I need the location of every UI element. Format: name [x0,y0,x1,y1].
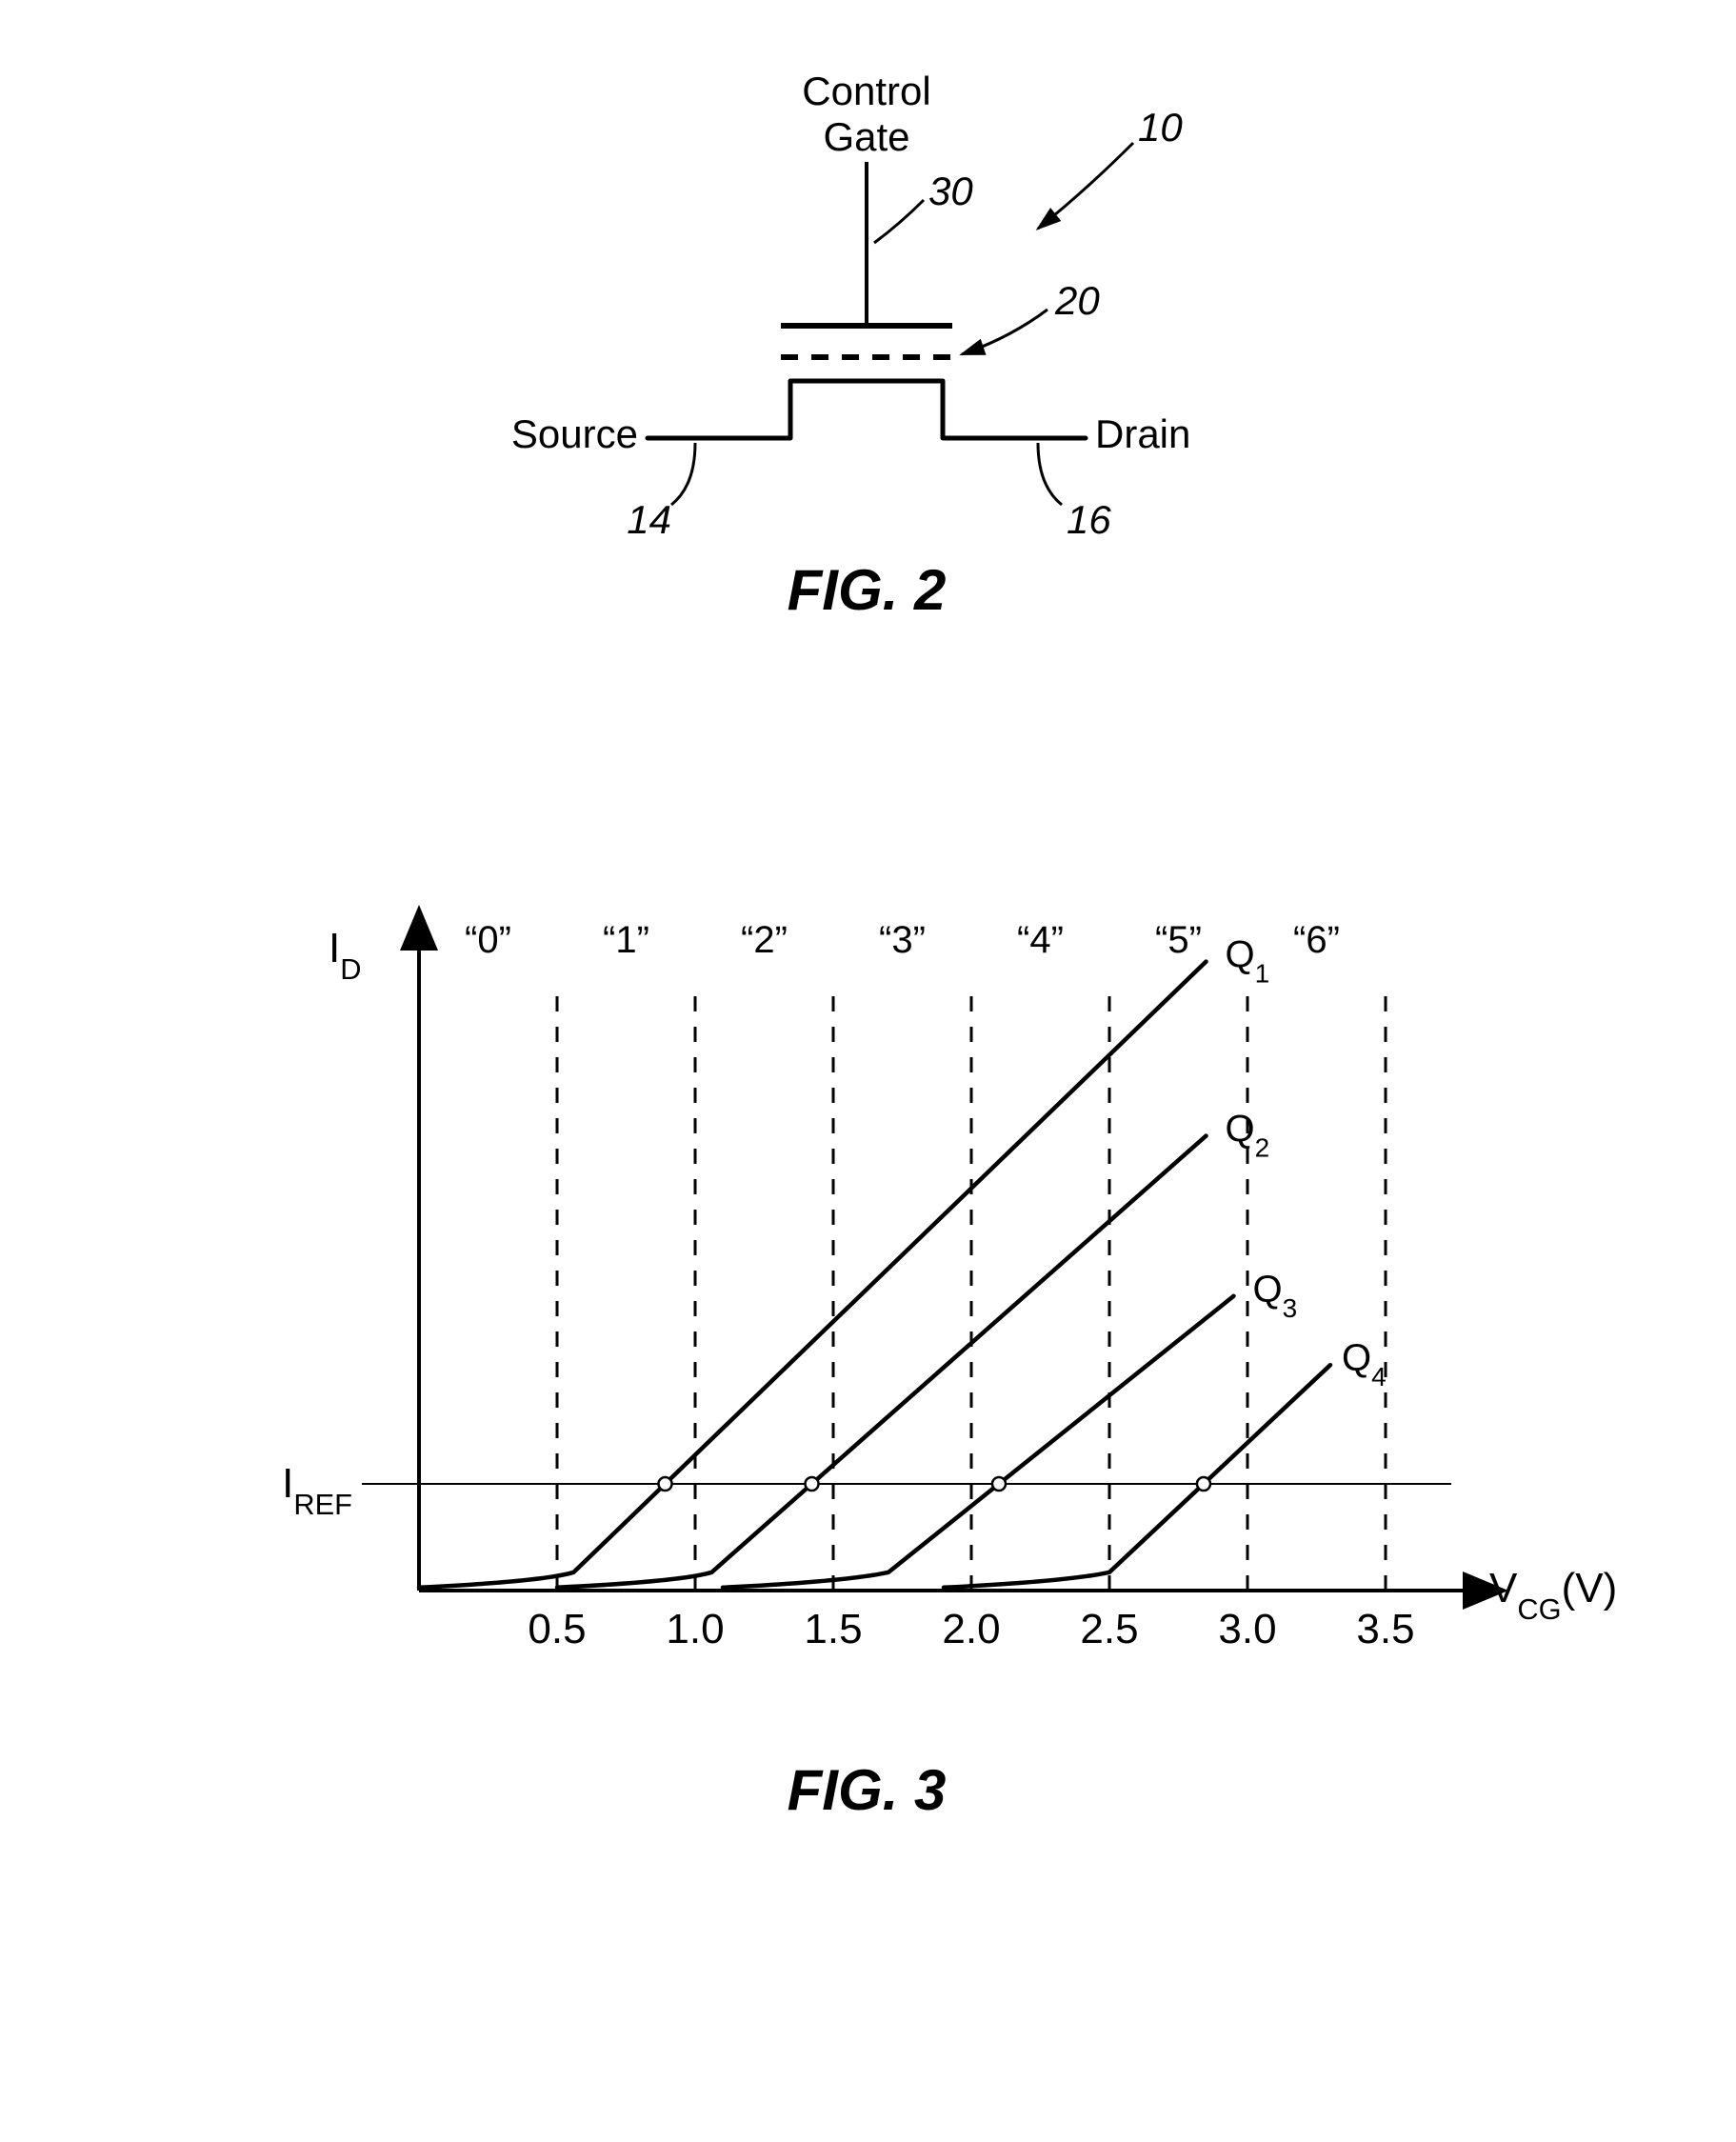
state-label: “2” [741,919,788,961]
state-label: “5” [1155,919,1202,961]
fig2-control-gate-label2: Gate [823,114,909,159]
iref-marker [659,1477,672,1491]
fig3-svg: 0.5 1.0 1.5 2.0 2.5 3.0 3.5 “0” “1” “2” “3” “4” “5” “… [105,905,1628,1952]
fig2-leader-30 [874,200,924,243]
fig2-ref-10: 10 [1138,105,1183,150]
state-label: “3” [879,919,926,961]
fig2-drain-label: Drain [1095,411,1190,456]
fig2-leader-16 [1038,443,1062,505]
fig2-device-outline [648,381,1086,438]
fig2-ref-30: 30 [928,169,973,213]
curve-Q1 [419,962,1207,1588]
iref-marker [806,1477,819,1491]
fig2-leader-14 [671,443,695,505]
iref-marker [992,1477,1006,1491]
fig2-source-label: Source [511,411,638,456]
y-axis-label: ID [329,925,361,986]
fig2-svg: Control Gate Source Drain 30 20 10 14 [295,38,1438,705]
curve-label: Q1 [1226,934,1270,989]
fig2-ref-20: 20 [1054,278,1100,323]
curve-label: Q4 [1342,1337,1387,1391]
fig2-ref-16: 16 [1067,497,1111,542]
fig2-leader-20 [962,310,1048,354]
curve-label: Q3 [1253,1269,1298,1323]
x-tick-label: 1.5 [804,1606,862,1652]
x-tick-label: 0.5 [528,1606,586,1652]
x-tick-label: 2.5 [1080,1606,1138,1652]
fig2-leader-10 [1038,143,1133,229]
iref-label: IREF [282,1460,352,1521]
x-tick-label: 3.0 [1218,1606,1276,1652]
x-axis-label: VCG(V) [1489,1565,1617,1626]
state-label: “0” [465,919,511,961]
state-label: “6” [1293,919,1340,961]
x-tick-label: 2.0 [942,1606,1000,1652]
fig3-plot-area: 0.5 1.0 1.5 2.0 2.5 3.0 3.5 “0” “1” “2” “3” “4” “5” “… [282,919,1617,1652]
x-tick-label: 1.0 [666,1606,724,1652]
fig2-caption: FIG. 2 [788,558,947,622]
fig3-caption: FIG. 3 [788,1758,947,1822]
curve-Q4 [944,1365,1330,1588]
state-label: “4” [1017,919,1064,961]
iref-marker [1197,1477,1210,1491]
fig2-control-gate-label: Control [802,69,930,113]
fig2-ref-14: 14 [627,497,671,542]
x-tick-label: 3.5 [1356,1606,1414,1652]
state-label: “1” [603,919,649,961]
